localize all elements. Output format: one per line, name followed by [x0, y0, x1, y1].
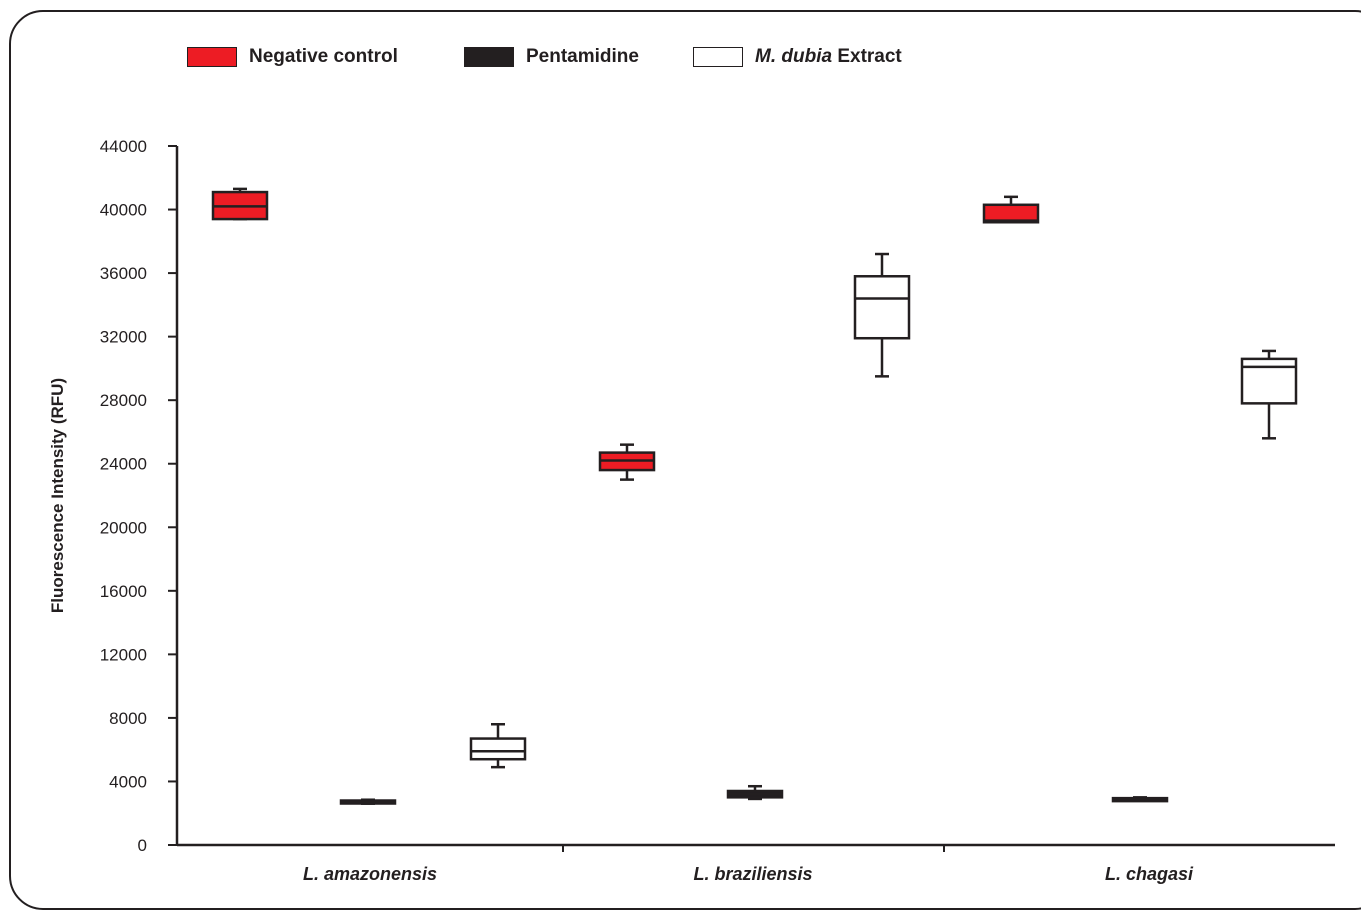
y-tick-label: 24000 [100, 455, 147, 474]
y-tick-label: 8000 [109, 709, 147, 728]
y-tick-label: 28000 [100, 391, 147, 410]
category-label: L. amazonensis [303, 864, 437, 884]
y-tick-label: 16000 [100, 582, 147, 601]
legend-label-m-dubia-extract: M. dubia Extract [755, 46, 902, 68]
box [853, 275, 911, 340]
y-tick-label: 36000 [100, 264, 147, 283]
category-label: L. chagasi [1105, 864, 1194, 884]
y-tick-label: 0 [138, 836, 147, 855]
y-tick-label: 20000 [100, 518, 147, 537]
y-tick-label: 32000 [100, 328, 147, 347]
box [469, 737, 527, 761]
legend-label-m-dubia-rest: Extract [832, 46, 902, 67]
legend-item-negative-control: Negative control [187, 45, 398, 69]
box [982, 203, 1040, 224]
box [1240, 357, 1298, 405]
legend-item-pentamidine: Pentamidine [464, 45, 639, 69]
legend-label-pentamidine: Pentamidine [526, 46, 639, 67]
legend-swatch-pentamidine [464, 47, 514, 67]
y-tick-label: 40000 [100, 201, 147, 220]
y-axis-label: Fluorescence Intensity (RFU) [48, 378, 67, 613]
y-tick-label: 44000 [100, 137, 147, 156]
y-tick-label: 12000 [100, 645, 147, 664]
legend-swatch-negative-control [187, 47, 237, 67]
category-label: L. braziliensis [693, 864, 812, 884]
legend-label-m-dubia-italic: M. dubia [755, 46, 833, 67]
legend-swatch-m-dubia-extract [693, 47, 743, 67]
legend-label-negative-control: Negative control [249, 46, 398, 67]
legend-item-m-dubia-extract: M. dubia Extract [693, 45, 902, 69]
y-tick-label: 4000 [109, 772, 147, 791]
